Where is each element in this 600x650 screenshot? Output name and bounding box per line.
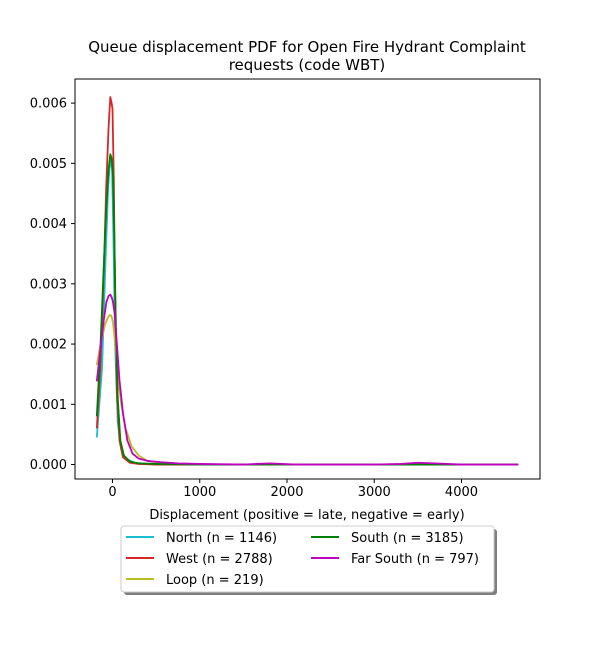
series-line-4 [95,293,519,466]
legend-label-2: Loop (n = 219) [166,573,264,588]
legend-items: North (n = 1146) West (n = 2788) Loop (n =… [126,531,479,588]
plot-frame [74,78,541,480]
legend-label-1: West (n = 2788) [166,552,273,567]
x-axis-label: Displacement (positive = late, negative … [149,508,464,523]
y-axis: 0.000 0.001 0.002 0.003 0.004 0.005 0.006 [30,97,75,473]
series-line-0 [95,156,519,466]
y-tick-label: 0.003 [30,277,67,292]
y-tick-label: 0.006 [30,97,67,112]
y-tick-label: 0.002 [30,338,67,353]
legend-label-0: North (n = 1146) [166,531,277,546]
legend-label-3: South (n = 3185) [351,531,464,546]
chart-title-line-2: requests (code WBT) [229,56,386,74]
x-tick-label: 4000 [445,485,478,500]
series-line-3 [95,153,519,466]
y-tick-label: 0.005 [30,157,67,172]
series-layer [95,96,519,466]
x-tick-label: 3000 [358,485,391,500]
series-line-2 [95,314,519,466]
y-tick-label: 0.001 [30,398,67,413]
y-tick-label: 0.004 [30,217,67,232]
legend-box [120,525,495,593]
x-axis: 0 1000 2000 3000 4000 [108,479,478,500]
x-tick-label: 1000 [183,485,216,500]
chart-title-line-1: Queue displacement PDF for Open Fire Hyd… [88,38,526,56]
y-tick-label: 0.000 [30,458,67,473]
x-tick-label: 2000 [270,485,303,500]
series-line-1 [95,96,519,466]
x-tick-label: 0 [108,485,116,500]
legend: North (n = 1146) West (n = 2788) Loop (n =… [120,525,497,595]
legend-label-4: Far South (n = 797) [351,552,479,567]
